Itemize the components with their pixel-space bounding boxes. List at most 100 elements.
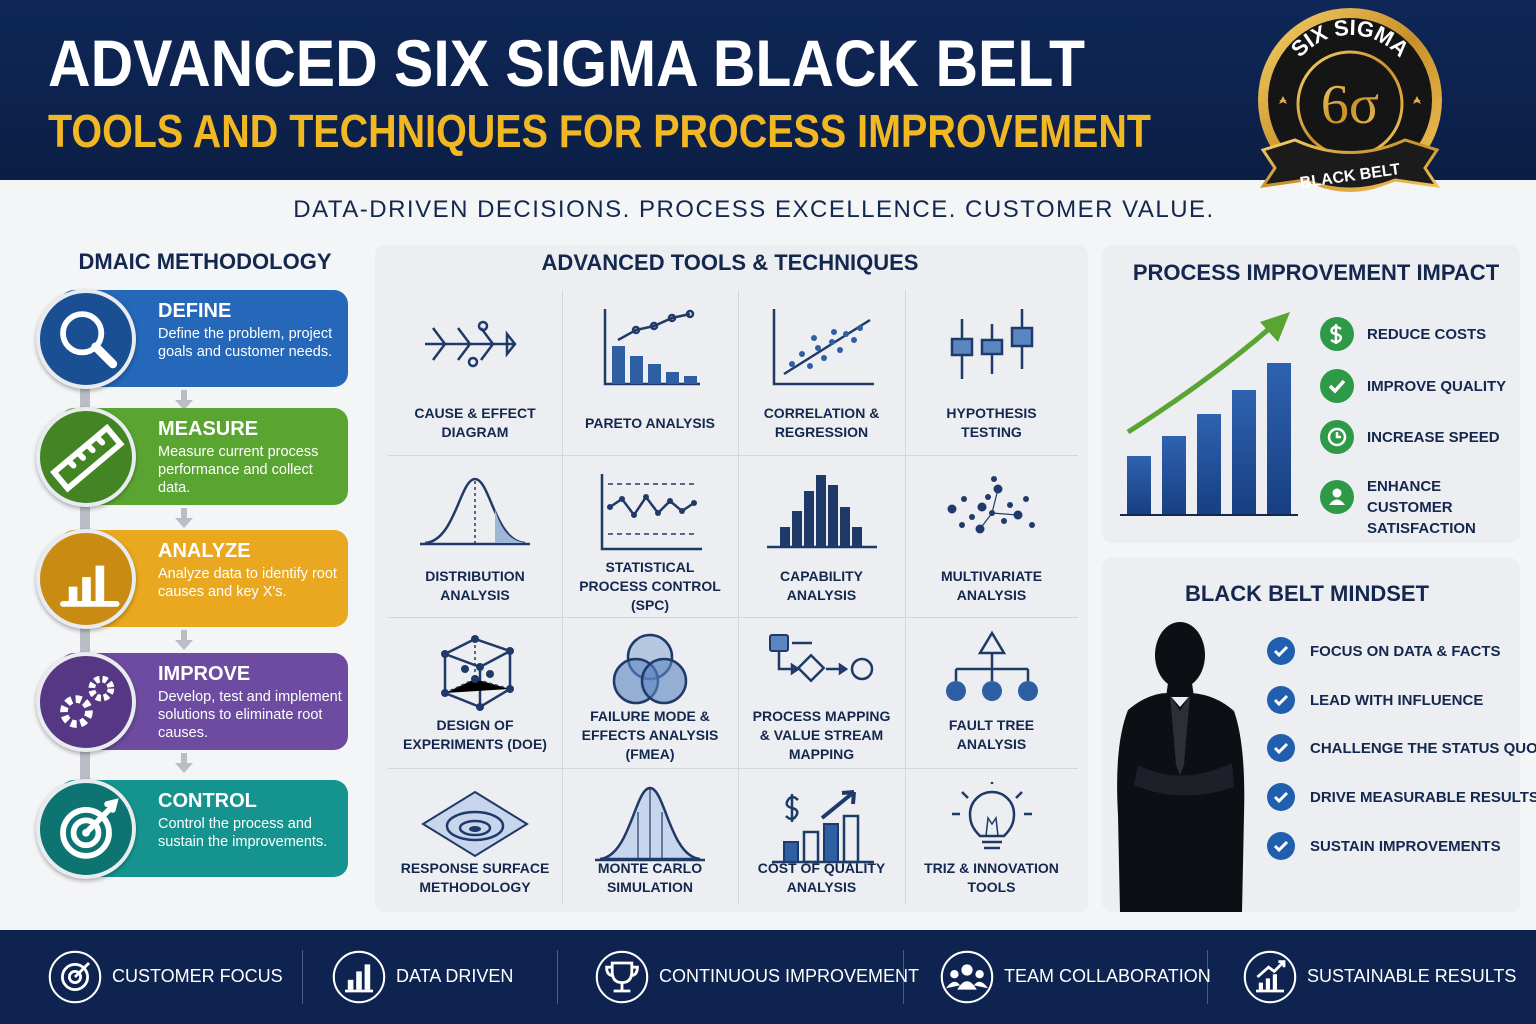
mindset-label: DRIVE MEASURABLE RESULTS (1310, 789, 1536, 806)
icon-part (181, 630, 187, 640)
icon-part (1022, 496, 1029, 502)
step-desc: Define the problem, project goals and cu… (158, 326, 333, 360)
tool-icon (421, 790, 529, 858)
icon-part (469, 826, 481, 832)
icon-part (968, 790, 1015, 850)
silhouette (1117, 622, 1245, 912)
icon-part (768, 634, 789, 652)
icon-part (607, 504, 613, 510)
tool-label: HYPOTHESIS TESTING (946, 405, 1037, 440)
footer-label: CONTINUOUS IMPROVEMENT (659, 966, 920, 986)
badge-symbol: 6σ (1321, 74, 1379, 136)
icon-part (961, 964, 973, 976)
tool-icon (766, 475, 877, 549)
icon-part (950, 337, 973, 357)
icon-part (421, 790, 529, 858)
icon-part (1265, 978, 1270, 990)
icon-part (74, 962, 90, 978)
icon-part (91, 342, 118, 369)
icon-part (947, 504, 956, 514)
tool-label: MULTIVARIATE ANALYSIS (940, 568, 1043, 603)
icon-part (850, 657, 873, 681)
icon-part (608, 483, 698, 535)
step-desc: Control the process and sustain the impr… (158, 816, 328, 850)
tool-icon (771, 790, 874, 864)
tool-label: FAILURE MODE & EFFECTS ANALYSIS (FMEA) (581, 707, 719, 762)
tool-label: PROCESS MAPPING & VALUE STREAM MAPPING (752, 707, 891, 762)
step-name: CONTROL (158, 790, 257, 812)
body (1117, 693, 1245, 912)
icon-part (425, 327, 517, 361)
tool-label: DESIGN OF EXPERIMENTS (DOE) (403, 717, 547, 752)
icon-part (68, 970, 82, 984)
icon-part (822, 823, 839, 863)
icon-part (691, 500, 697, 506)
crossed-arms (1134, 763, 1234, 796)
icon-part (679, 508, 685, 514)
step-desc: Analyze data to identify root causes and… (158, 566, 337, 600)
step-icon (36, 529, 136, 629)
icon-part (506, 685, 514, 693)
icon-part (815, 475, 826, 547)
badge-ribbon (1259, 138, 1441, 191)
tool-label: MONTE CARLO SIMULATION (597, 860, 703, 895)
check-icon (1267, 686, 1295, 714)
icon-part (476, 703, 484, 711)
icon-part (612, 346, 625, 384)
tool-icon (947, 476, 1035, 534)
icon-part (796, 653, 825, 683)
icon-part (667, 498, 673, 504)
grid-divider (388, 455, 1078, 456)
icon-part (70, 817, 102, 849)
icon-part (347, 979, 354, 990)
badge-star (1279, 96, 1287, 104)
impact-label: REDUCE COSTS (1367, 326, 1487, 343)
step-name: ANALYZE (158, 540, 251, 562)
icon-part (980, 338, 1003, 356)
icon-part (802, 830, 819, 864)
icon-part (471, 675, 479, 683)
impact-icon (1320, 420, 1354, 454)
tool-icon (595, 786, 705, 862)
step-glyph (60, 565, 120, 607)
step-name: DEFINE (158, 300, 232, 322)
tool-icon (768, 634, 873, 683)
icon-part (968, 514, 975, 520)
tool-icon (945, 630, 1038, 701)
icon-part (619, 496, 625, 502)
icon-part (1273, 645, 1289, 658)
impact-bar (1267, 363, 1291, 515)
mindset-label: LEAD WITH INFLUENCE (1310, 692, 1484, 709)
icon-part (83, 798, 119, 836)
icon-part (424, 477, 526, 545)
icon-part (1273, 694, 1289, 707)
grid-divider (905, 290, 906, 905)
icon-part (984, 815, 999, 837)
icon-part (181, 390, 187, 400)
icon-part (814, 345, 821, 351)
check-icon (1267, 783, 1295, 811)
icon-part (1006, 502, 1013, 508)
icon-part (782, 841, 799, 863)
icon-part (1258, 982, 1263, 990)
tool-icon (603, 309, 700, 386)
impact-arrow (1126, 326, 1272, 435)
impact-label: IMPROVE QUALITY (1367, 378, 1507, 395)
icon-part (1272, 974, 1277, 990)
impact-label: ENHANCE CUSTOMER SATISFACTION (1367, 478, 1476, 537)
icon-part (1017, 681, 1038, 701)
icon-part (836, 347, 843, 353)
head (1155, 622, 1205, 688)
icon-part (954, 653, 1029, 681)
icon-part (820, 790, 856, 820)
check-icon (1267, 637, 1295, 665)
icon-part (61, 963, 89, 991)
icon-part (1010, 326, 1033, 348)
grid-divider (388, 617, 1078, 618)
title: ADVANCED SIX SIGMA BLACK BELT (48, 26, 1085, 100)
icon-part (631, 512, 637, 518)
footer-divider (557, 950, 558, 1004)
icon-part (784, 794, 799, 822)
impact-bar (1232, 390, 1256, 515)
